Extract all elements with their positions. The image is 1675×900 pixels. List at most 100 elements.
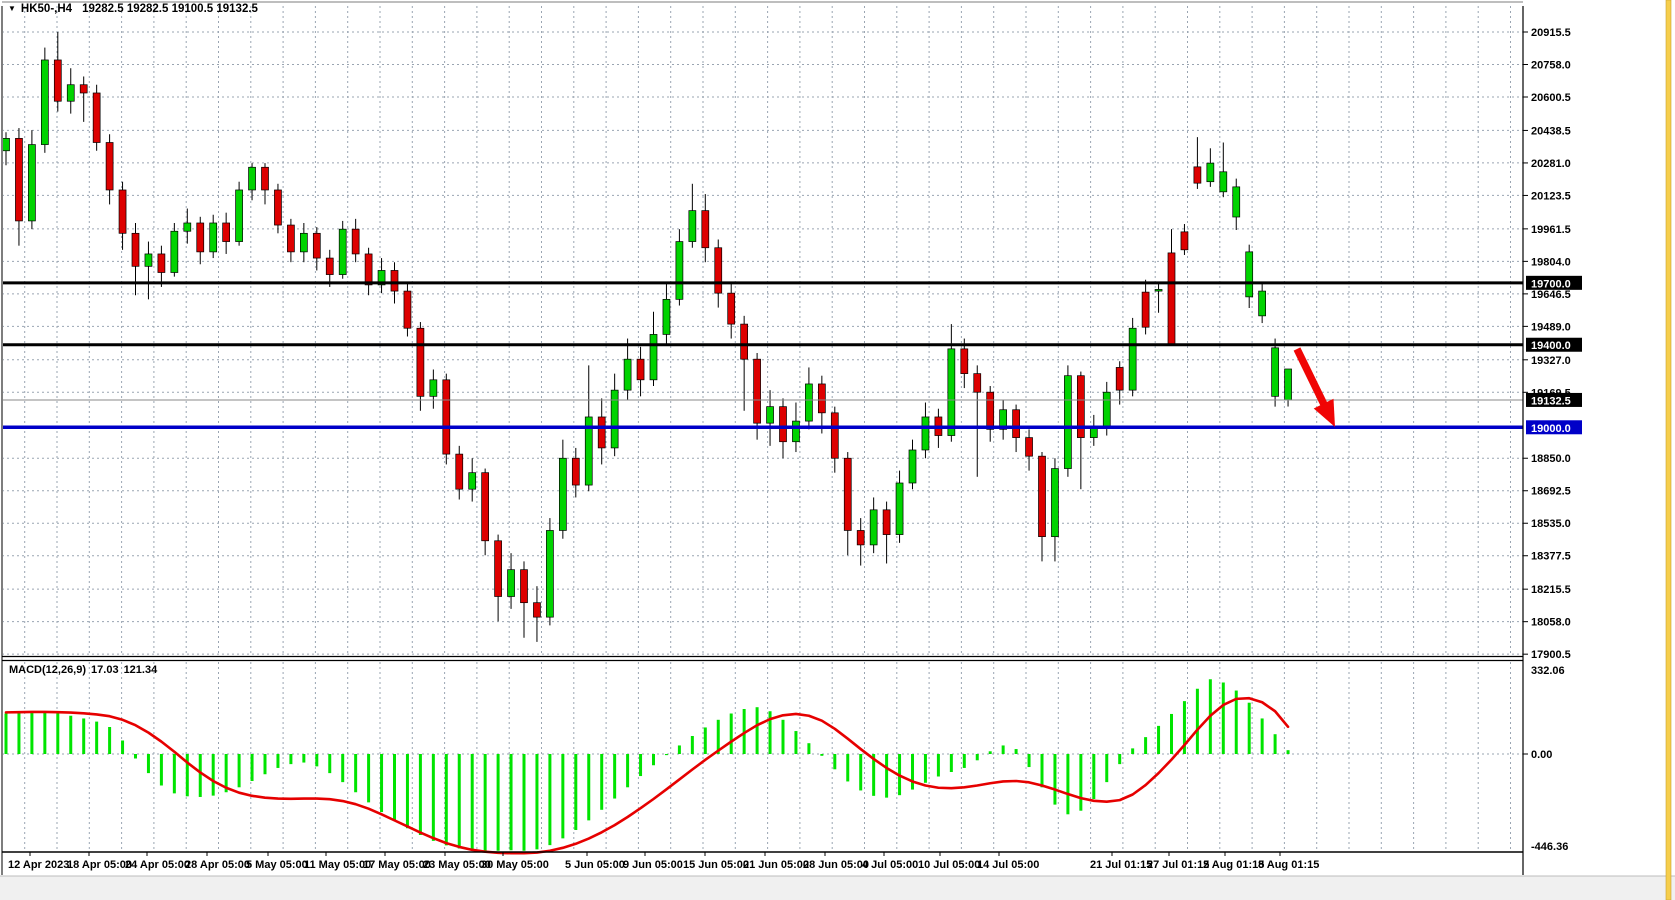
candle-body [1051,468,1059,538]
price-tick-label: 18692.5 [1531,486,1571,498]
candle-body [805,383,813,422]
candle-body [1076,375,1085,438]
candle-body [2,138,10,152]
candle-body [792,420,800,443]
candle-body [533,602,541,618]
candle-body [118,189,127,234]
time-axis-label: 5 Jun 05:00 [565,859,625,871]
candle-body [753,358,761,424]
time-axis-label: 12 Apr 2023 [8,859,69,871]
candle-body [403,290,412,329]
candle-body [1115,367,1124,391]
candle-body [170,230,179,273]
candle-body [571,457,580,486]
candle-body [1102,391,1111,428]
candle-body [960,348,969,374]
candle-body [986,391,995,430]
candle-body [1271,347,1279,397]
candle-body [999,409,1008,430]
time-axis-label: 2 Aug 01:15 [1203,859,1264,871]
price-tick-label: 18850.0 [1531,453,1571,465]
candle-body [157,253,166,273]
candle-body [248,166,256,191]
price-tick-label: 19327.0 [1531,355,1571,367]
price-tick-label: 19961.5 [1531,224,1571,236]
macd-name: MACD(12,26,9) [9,664,87,676]
price-tick-label: 18058.0 [1531,617,1571,629]
candle-body [1012,409,1020,438]
ohlc-values: 19282.5 19282.5 19100.5 19132.5 [82,3,258,15]
symbol-dropdown-icon[interactable]: ▼ [8,4,16,13]
candle-body [908,449,917,484]
candle-body [209,222,218,253]
candle-body [1206,162,1215,183]
candle-body [105,142,114,191]
candle-body [287,224,295,253]
candle-body [1154,289,1163,292]
candle-body [377,270,386,286]
price-tick-label: 20600.5 [1531,92,1571,104]
candle-body [546,530,554,618]
candle-body [274,189,282,226]
candle-body [1141,291,1150,328]
candle-body [1193,166,1202,184]
candle-body [558,457,567,531]
price-badge-label: 19000.0 [1531,423,1571,435]
candle-body [53,59,62,102]
time-axis-label: 30 May 05:00 [481,859,549,871]
price-badge-label: 19700.0 [1531,278,1571,290]
candle-body [869,509,878,546]
candle-body [131,232,140,267]
candle-body [662,298,671,335]
candle-body [882,509,891,535]
candle-body [1025,437,1033,457]
candle-body [1180,231,1189,251]
price-tick-label: 17900.5 [1531,649,1571,661]
candle-body [79,84,88,94]
candle-body [727,292,736,325]
candle-body [15,138,23,222]
time-axis-label: 28 Jun 05:00 [803,859,869,871]
time-axis-label: 24 Apr 05:00 [125,859,190,871]
candle-body [468,472,477,490]
candle-body [779,406,787,443]
candle-body [183,222,192,232]
time-axis-label: 21 Jul 01:15 [1090,859,1152,871]
time-axis-label: 4 Jul 05:00 [862,859,918,871]
status-strip [0,876,1675,900]
candle-body [649,334,658,381]
price-badge [1526,392,1582,407]
time-axis-label: 17 May 05:00 [363,859,431,871]
candle-body [351,228,360,255]
time-axis-label: 11 May 05:00 [304,859,371,871]
candle-body [222,222,230,242]
annotation-arrow-head[interactable] [1313,398,1335,427]
time-axis-label: 8 Aug 01:15 [1258,859,1319,871]
macd-signal-value: 121.34 [123,664,158,676]
price-badge [1526,275,1582,290]
candle-body [40,59,49,145]
macd-signal-line [4,696,1290,855]
price-tick-label: 19804.0 [1531,256,1571,268]
candle-body [481,472,489,542]
macd-main-value: 17.03 [91,664,119,676]
window-active-strip[interactable] [1665,0,1672,900]
candle-body [144,253,153,267]
time-axis-label: 27 Jul 01:15 [1147,859,1209,871]
time-axis-label: 23 May 05:00 [423,859,491,871]
candle-body [325,257,334,275]
time-axis-label: 5 May 05:00 [246,859,308,871]
annotation-arrow-shaft[interactable] [1293,347,1332,415]
candle-body [1167,252,1176,346]
price-tick-label: 20123.5 [1531,190,1571,202]
candle-body [312,232,321,259]
price-badge [1526,420,1582,435]
candle-body [1284,368,1292,401]
candle-body [28,144,36,222]
price-tick-label: 20281.0 [1531,158,1571,170]
candle-body [235,189,243,242]
candle-body [597,416,606,449]
time-axis-label: 15 Jun 05:00 [683,859,749,871]
candle-body [1232,186,1241,218]
